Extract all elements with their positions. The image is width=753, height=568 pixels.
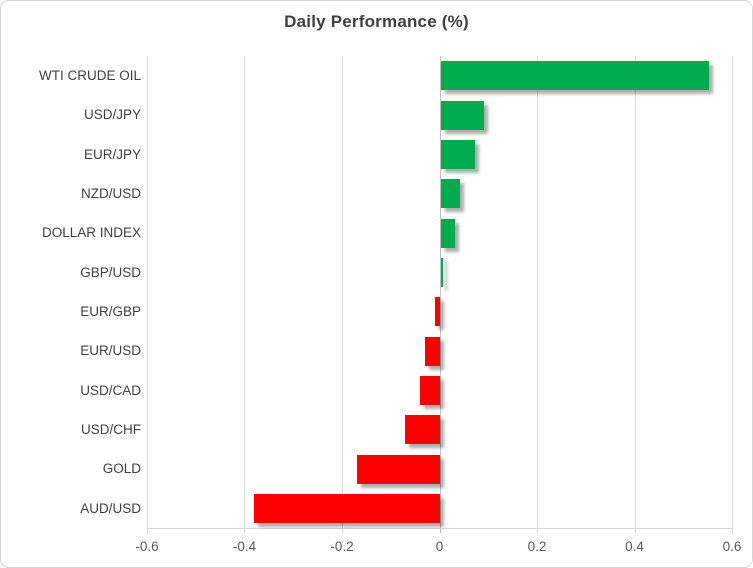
gridline <box>537 56 538 533</box>
category-label-wti-crude-oil: WTI CRUDE OIL <box>38 68 141 84</box>
category-label-eur-gbp: EUR/GBP <box>80 304 141 320</box>
category-label-usd-chf: USD/CHF <box>81 422 141 438</box>
bar-gold <box>356 454 440 484</box>
bar-gbp-usd <box>440 257 443 287</box>
x-tick-label: -0.6 <box>135 539 159 554</box>
category-label-eur-jpy: EUR/JPY <box>83 146 141 162</box>
bar-usd-cad <box>420 375 440 405</box>
x-tick-label: 0.2 <box>527 539 547 554</box>
category-label-gbp-usd: GBP/USD <box>80 264 141 280</box>
category-label-usd-cad: USD/CAD <box>80 382 141 398</box>
plot-area <box>147 56 733 533</box>
gridline <box>342 56 343 533</box>
bar-aud-usd <box>254 493 440 523</box>
x-tick-label: -0.4 <box>232 539 257 554</box>
category-label-aud-usd: AUD/USD <box>80 500 141 516</box>
x-tick-label: -0.2 <box>330 539 354 554</box>
bar-usd-jpy <box>440 100 485 130</box>
category-label-usd-jpy: USD/JPY <box>83 107 141 123</box>
zero-axis-line <box>440 56 441 533</box>
x-tick-label: 0.4 <box>625 539 644 554</box>
x-tick-label: 0.6 <box>722 539 742 554</box>
x-axis-line <box>147 528 732 529</box>
bar-usd-chf <box>405 415 440 445</box>
category-label-dollar-index: DOLLAR INDEX <box>41 225 141 241</box>
bar-wti-crude-oil <box>440 61 709 91</box>
gridline <box>732 56 733 533</box>
bar-dollar-index <box>440 218 456 248</box>
gridline <box>635 56 636 533</box>
bar-eur-jpy <box>440 139 475 169</box>
x-tick-label: 0 <box>435 539 444 554</box>
bar-eur-usd <box>424 336 440 366</box>
category-label-nzd-usd: NZD/USD <box>81 186 141 202</box>
bar-nzd-usd <box>440 179 460 209</box>
category-label-eur-usd: EUR/USD <box>80 343 141 359</box>
category-label-gold: GOLD <box>102 461 141 477</box>
chart-title: Daily Performance (%) <box>284 12 469 31</box>
gridline <box>244 56 245 533</box>
gridline <box>147 56 148 533</box>
bar-eur-gbp <box>434 297 440 327</box>
